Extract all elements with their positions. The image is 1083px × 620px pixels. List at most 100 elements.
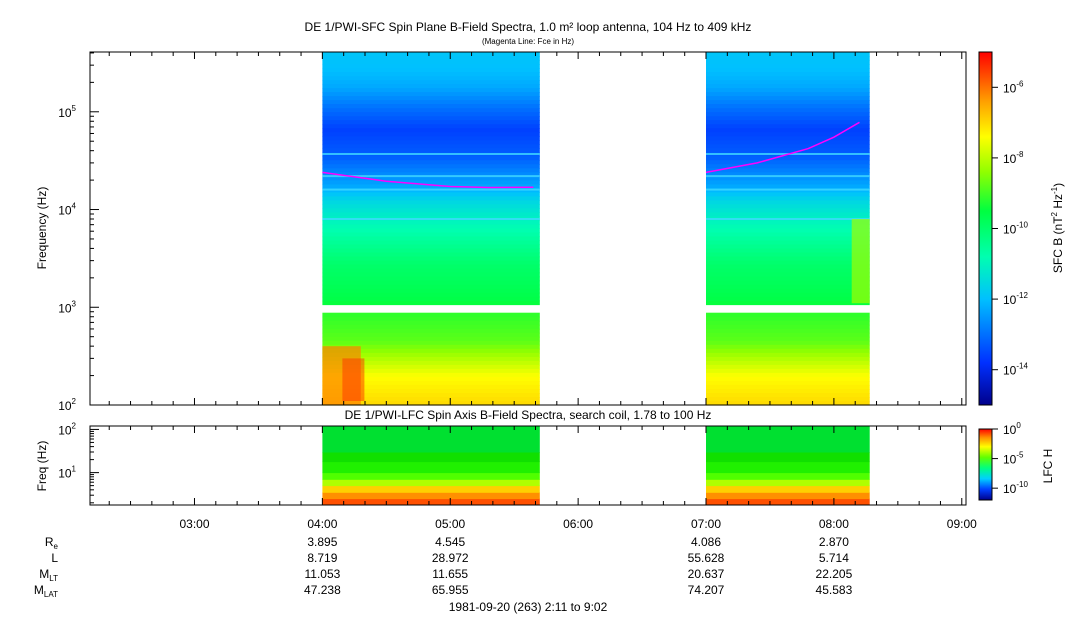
ephemeris-value: 20.637 [688,567,725,581]
bottom-colorbar-ticks: 100 10-5 10-10 [992,421,1028,496]
ephemeris-value: 4.086 [691,535,721,549]
bottom-spectrogram-band [706,472,870,480]
ephemeris-value: 8.719 [307,551,337,565]
top-y-tick-label: 104 [58,202,76,218]
top-spectrogram-row [322,52,540,57]
top-spectrogram-row [322,320,540,326]
top-spectrogram-row [322,176,540,181]
top-spectrogram-row [322,116,540,121]
top-spectrogram-row [706,320,870,326]
top-spectrogram-row [706,389,870,394]
top-spectrogram-row [322,228,540,234]
top-spectrogram-row [706,268,870,274]
top-spectrogram-row [322,288,540,294]
top-spectrogram-row [322,401,540,406]
top-spectrogram-row [706,160,870,165]
top-spectrogram-row [322,112,540,117]
top-spectrogram-row [706,184,870,189]
top-spectrogram-row [706,212,870,218]
top-y-axis-label: Frequency (Hz) [35,187,49,270]
top-spectrogram-row [322,292,540,298]
top-spectrogram-row [706,164,870,169]
bottom-colorbar-tick-label: 10-10 [1003,480,1028,496]
top-spectrogram-row [706,292,870,298]
top-spectrogram-row [322,160,540,165]
top-spectrogram-row [322,68,540,73]
top-spectrogram-row [322,108,540,113]
top-spectrogram-row [322,368,540,374]
ephemeris-value: 47.238 [304,583,341,597]
top-spectrogram-row [322,284,540,290]
bottom-spectrogram-band [322,461,540,474]
top-spectrogram-segment [706,52,870,406]
fce-line-segment [705,121,860,174]
top-spectrogram-row [322,208,540,213]
ephemeris-label: MLT [39,567,58,583]
bottom-colorbar-tick-label: 100 [1003,421,1021,437]
top-colorbar-tick-label: 10-8 [1003,150,1024,166]
bottom-spectrogram-band [706,461,870,474]
ephemeris-value: 4.545 [435,535,465,549]
top-spectrogram-row [706,252,870,258]
bottom-spectrogram-band [322,452,540,463]
top-spectrogram-band [322,175,540,178]
bottom-colorbar-tick-label: 10-5 [1003,451,1024,467]
x-tick-label: 04:00 [307,517,337,531]
bottom-y-axis-label: Freq (Hz) [35,441,49,492]
top-spectrogram-row [322,172,540,177]
top-spectrogram-row [322,352,540,358]
top-spectrogram-row [706,220,870,226]
top-spectrogram-row [322,276,540,282]
top-spectrogram-row [706,364,870,370]
top-spectrogram-row [322,212,540,218]
top-spectrogram-row [322,144,540,149]
top-spectrogram-row [706,280,870,286]
time-range-footer: 1981-09-20 (263) 2:11 to 9:02 [449,600,608,614]
top-spectrogram-row [706,140,870,145]
top-spectrogram-row [706,397,870,402]
top-spectrogram-row [322,192,540,197]
top-spectrogram-row [322,328,540,334]
top-spectrogram-row [706,172,870,177]
top-spectrogram-row [706,100,870,105]
top-spectrogram-row [322,356,540,362]
top-spectrogram-row [322,376,540,382]
top-spectrogram-row [322,188,540,193]
top-spectrogram-row [706,72,870,77]
top-spectrogram-row [706,188,870,193]
top-spectrogram-row [322,296,540,302]
top-spectrogram-row [322,140,540,145]
top-spectrogram-band [706,218,870,220]
top-spectrogram-row [322,88,540,93]
top-spectrogram-row [706,88,870,93]
top-spectrogram-row [706,64,870,69]
bottom-spectrogram-band [322,472,540,480]
top-spectrogram-row [706,156,870,161]
top-spectrogram-band [706,188,870,191]
channel-gap [90,305,966,312]
bottom-spectrogram-band [706,492,870,500]
top-spectrogram-row [322,389,540,394]
top-spectrogram-row [322,204,540,209]
top-spectrogram-row [706,248,870,254]
top-plot-frame [89,51,967,406]
top-spectrogram-row [706,344,870,350]
top-spectrogram-row [706,236,870,242]
top-spectrogram-row [706,132,870,137]
ephemeris-value: 22.205 [816,567,853,581]
top-spectrogram-band [322,188,540,191]
top-spectrogram-row [322,384,540,390]
bottom-colorbar-label: LFC H [1041,449,1055,484]
top-spectrogram-row [322,397,540,402]
top-spectrogram-row [322,136,540,141]
top-spectrogram-row [706,348,870,354]
top-spectrogram-row [322,332,540,338]
ephemeris-value: 2.870 [819,535,849,549]
top-spectrogram-row [706,368,870,374]
top-spectrogram-row [706,124,870,129]
top-spectrogram-row [322,393,540,398]
top-spectrogram-row [322,372,540,378]
top-spectrogram-row [706,144,870,149]
top-spectrogram-row [322,340,540,346]
top-spectrogram-row [322,200,540,205]
